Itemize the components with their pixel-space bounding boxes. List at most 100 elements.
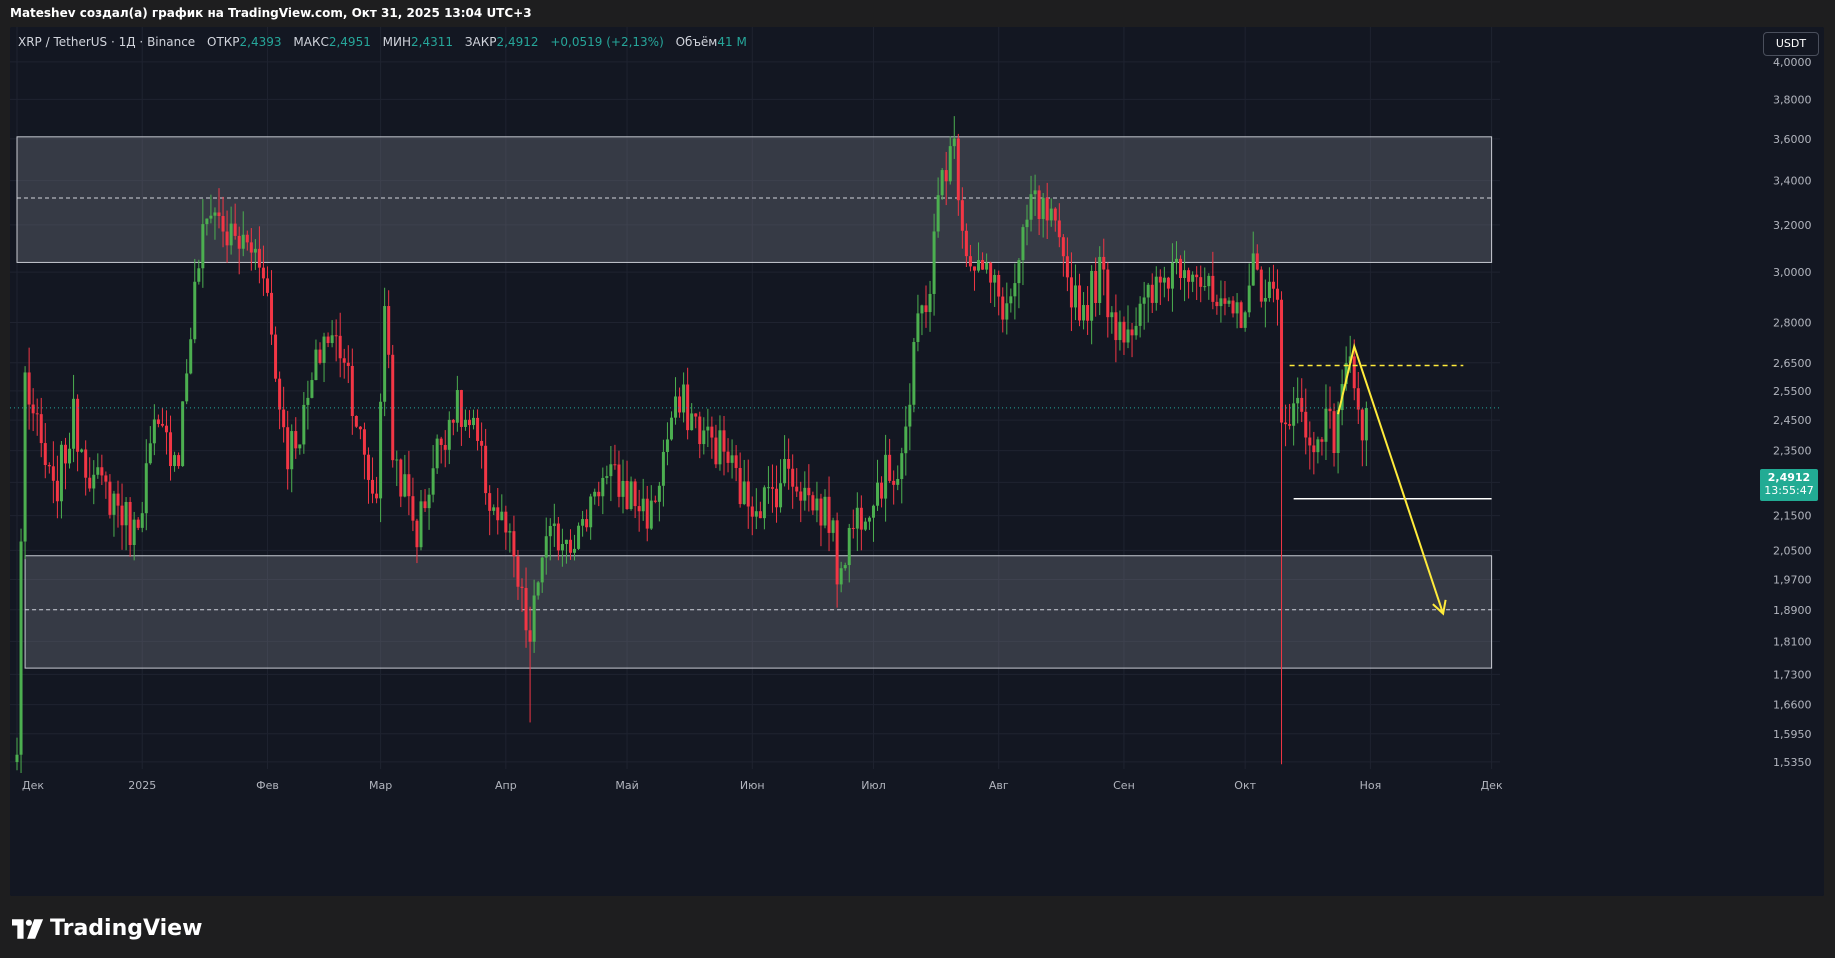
candle-body	[1231, 300, 1235, 314]
candle-body	[1049, 208, 1053, 221]
candle-body	[1183, 270, 1187, 279]
candle-body	[193, 281, 197, 340]
candle-body	[524, 587, 528, 631]
candle-body	[746, 481, 750, 507]
chart-panel[interactable]: 4,0000 3,8000 3,6000 3,4000 3,2000 3,0000 2,80…	[10, 27, 1824, 896]
candle-body	[476, 417, 480, 441]
candle-body	[1292, 403, 1296, 426]
symbol-legend: XRP / TetherUS · 1Д · Binance ОТКР2,4393…	[18, 35, 747, 49]
candle-body	[851, 527, 855, 529]
candle-body	[1328, 408, 1332, 412]
candle-body	[1150, 284, 1154, 303]
candle-body	[488, 493, 492, 511]
tradingview-logo[interactable]: TradingView	[12, 916, 202, 941]
candle-body	[241, 234, 245, 249]
candle-body	[1288, 424, 1292, 426]
price-chart[interactable]: 4,0000 3,8000 3,6000 3,4000 3,2000 3,0000 2,80…	[10, 27, 1824, 896]
candle-body	[1069, 277, 1073, 308]
candle-body	[1320, 439, 1324, 442]
volume-value: 41 M	[717, 35, 747, 49]
candle-body	[621, 480, 625, 497]
candle-body	[1138, 303, 1142, 326]
candle-body	[1364, 407, 1368, 441]
candle-body	[306, 397, 310, 405]
candle-body	[63, 444, 67, 464]
candle-body	[96, 467, 100, 475]
candle-body	[1162, 277, 1166, 283]
candle-body	[589, 496, 593, 528]
candle-body	[847, 527, 851, 566]
candle-body	[455, 390, 459, 423]
candle-body	[484, 445, 488, 494]
candle-body	[581, 519, 585, 526]
candle-body	[766, 487, 770, 489]
price-tick-label: 3,0000	[1773, 266, 1812, 279]
symbol-name[interactable]: XRP / TetherUS · 1Д · Binance	[18, 35, 196, 49]
candle-body	[1296, 397, 1300, 404]
high-value: 2,4951	[328, 35, 371, 49]
candle-body	[649, 500, 653, 529]
candle-body	[467, 419, 471, 426]
candle-body	[120, 505, 124, 526]
candle-body	[698, 416, 702, 445]
candle-body	[314, 349, 318, 381]
candle-body	[904, 426, 908, 454]
candle-body	[964, 230, 968, 257]
price-tick-label: 2,1500	[1773, 510, 1812, 523]
zone-rect-1	[24, 555, 1493, 669]
candle-body	[661, 451, 665, 486]
candle-body	[472, 417, 476, 426]
candle-body	[920, 305, 924, 314]
brand-name: TradingView	[50, 916, 203, 941]
price-tick-label: 1,8900	[1773, 604, 1812, 617]
candle-body	[92, 474, 96, 489]
candle-body	[59, 444, 63, 502]
candle-body	[577, 525, 581, 549]
currency-button[interactable]: USDT	[1763, 32, 1819, 56]
candle-body	[415, 520, 419, 548]
candle-body	[253, 248, 257, 253]
candle-body	[274, 334, 278, 379]
candle-body	[431, 468, 435, 495]
price-tick-label: 3,4000	[1773, 175, 1812, 188]
candle-body	[783, 458, 787, 484]
candle-body	[1267, 281, 1271, 299]
candle-body	[439, 438, 443, 445]
candle-body	[1073, 285, 1077, 308]
candle-body	[31, 404, 35, 414]
candle-body	[68, 448, 72, 464]
candle-body	[51, 466, 55, 481]
candle-body	[968, 256, 972, 267]
candle-body	[346, 362, 350, 366]
candle-body	[791, 468, 795, 487]
candle-body	[1025, 219, 1029, 228]
chart-attribution: Mateshev создал(а) график на TradingView…	[10, 6, 532, 20]
candle-body	[169, 432, 173, 467]
change-value: +0,0519 (+2,13%)	[550, 35, 664, 49]
candle-body	[108, 481, 112, 515]
high-label: МАКС	[293, 35, 329, 49]
candle-body	[366, 454, 370, 480]
candle-body	[916, 313, 920, 343]
candle-body	[645, 498, 649, 529]
price-axis-bg	[1502, 27, 1824, 896]
zone-rect-0	[16, 136, 1493, 263]
candle-body	[43, 443, 47, 466]
candle-body	[19, 541, 23, 755]
candle-body	[1243, 312, 1247, 328]
candle-body	[423, 501, 427, 509]
time-tick-label: Дек	[1481, 779, 1503, 792]
candle-body	[1065, 256, 1069, 278]
candle-body	[124, 501, 128, 526]
candle-body	[564, 539, 568, 545]
candle-body	[843, 565, 847, 569]
candle-body	[156, 419, 160, 424]
candle-body	[605, 476, 609, 478]
candle-body	[819, 498, 823, 526]
candle-body	[742, 481, 746, 505]
candle-body	[1158, 276, 1162, 283]
candle-body	[1057, 220, 1061, 238]
candle-body	[940, 170, 944, 196]
candle-body	[1134, 325, 1138, 336]
time-tick-label: Июн	[740, 779, 765, 792]
